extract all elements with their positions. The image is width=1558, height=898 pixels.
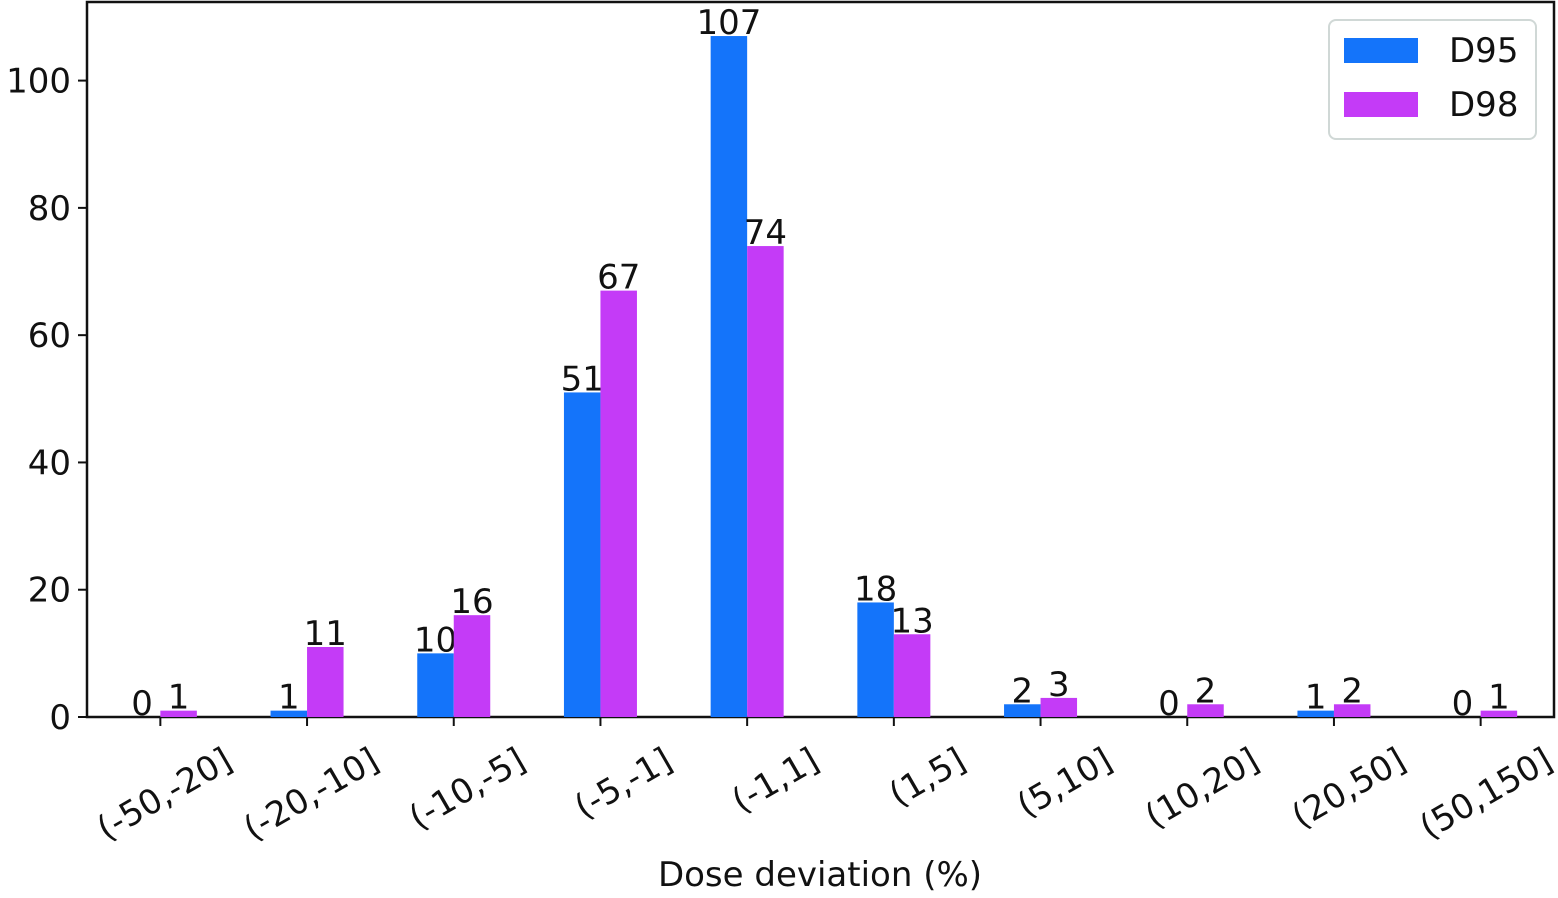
x-tick-label: (-20,-10] (237, 740, 386, 849)
data-label-d98-5: 13 (890, 601, 933, 641)
bar-d95-4 (710, 36, 748, 718)
bar-d98-0 (160, 710, 197, 717)
x-tick-label: (-50,-20] (90, 740, 239, 849)
legend-swatch-d95 (1344, 38, 1418, 63)
bar-d95-8 (1297, 710, 1334, 717)
y-tick-label: 60 (28, 316, 71, 356)
bar-d98-5 (893, 634, 931, 717)
data-label-d95-1: 1 (278, 678, 300, 718)
legend-label-d98: D98 (1449, 85, 1518, 125)
data-label-d95-7: 0 (1158, 684, 1180, 724)
x-tick-label: (1,5] (883, 740, 973, 815)
y-tick-label: 20 (28, 571, 71, 611)
bar-d98-4 (747, 246, 784, 717)
data-label-d98-0: 1 (168, 678, 190, 718)
data-label-d98-2: 16 (450, 582, 493, 622)
legend: D95 D98 (1328, 19, 1537, 140)
x-tick-label: (50,150] (1413, 740, 1558, 847)
bar-d98-2 (453, 615, 491, 717)
data-label-d98-4: 74 (744, 213, 787, 253)
bar-d98-6 (1040, 697, 1078, 717)
x-tick-label: (10,20] (1138, 740, 1265, 837)
data-label-d95-3: 51 (561, 359, 604, 399)
data-label-d95-0: 0 (131, 684, 153, 724)
bar-d98-7 (1187, 704, 1224, 717)
data-label-d95-8: 1 (1305, 678, 1327, 718)
bar-d95-1 (270, 710, 308, 717)
x-tick-label: (-10,-5] (402, 740, 532, 838)
bar-d98-3 (600, 290, 637, 717)
legend-label-d95: D95 (1449, 31, 1518, 71)
x-axis-label: Dose deviation (%) (658, 855, 982, 893)
bar-d95-5 (857, 602, 894, 717)
x-tick-label: (5,10] (1011, 740, 1120, 826)
y-tick-label: 80 (28, 189, 71, 229)
x-tick-label: (20,50] (1285, 740, 1412, 837)
data-label-d98-7: 2 (1195, 671, 1217, 711)
data-label-d98-9: 1 (1488, 678, 1510, 718)
data-label-d98-8: 2 (1341, 671, 1363, 711)
y-tick-label: 100 (6, 62, 71, 102)
bar-d95-2 (417, 653, 454, 717)
bar-d98-8 (1333, 704, 1371, 717)
x-tick-label: (-5,-1] (568, 740, 679, 827)
x-tick-label: (-1,1] (725, 740, 825, 821)
data-label-d95-9: 0 (1452, 684, 1474, 724)
data-label-d95-4: 107 (696, 3, 761, 43)
bar-d98-9 (1480, 710, 1518, 717)
legend-swatch-d98 (1344, 92, 1418, 117)
data-label-d98-3: 67 (597, 258, 640, 298)
y-tick-label: 40 (28, 443, 71, 483)
y-tick-label: 0 (49, 698, 71, 738)
bar-d98-1 (307, 646, 344, 717)
bar-d95-6 (1004, 704, 1041, 717)
data-label-d98-1: 11 (304, 614, 347, 654)
data-label-d98-6: 3 (1048, 665, 1070, 705)
plot-area (85, 0, 1556, 719)
data-label-d95-6: 2 (1011, 671, 1033, 711)
data-label-d95-2: 10 (414, 620, 457, 660)
data-label-d95-5: 18 (854, 569, 897, 609)
bar-d95-3 (563, 392, 601, 717)
